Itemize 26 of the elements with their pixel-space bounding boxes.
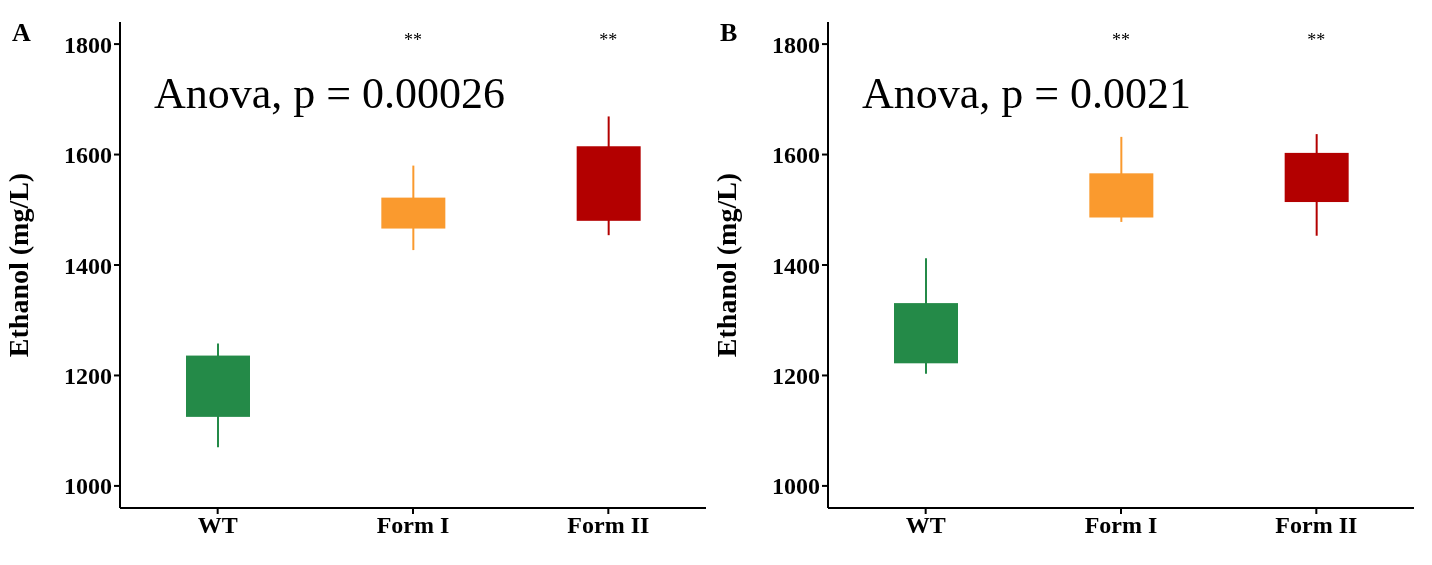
y-tick-label: 1000 (64, 473, 112, 500)
y-tick-label: 1600 (772, 142, 820, 169)
x-tick-label: Form I (376, 512, 450, 539)
y-tick-label: 1200 (64, 362, 112, 389)
y-axis-title: Ethanol (mg/L) (710, 172, 742, 358)
annotation: ** (1307, 30, 1326, 51)
y-tick-label: 1400 (772, 252, 820, 279)
y-tick-label: 1800 (64, 31, 112, 58)
y-tick-label: 1200 (772, 362, 820, 389)
annotation: ** (404, 30, 422, 51)
x-tick-label: Form I (1084, 512, 1158, 539)
chart-title: B (720, 18, 738, 48)
y-tick-label: 1600 (64, 142, 112, 169)
x-tick-label: WT (905, 512, 946, 539)
annotation: ** (1112, 30, 1130, 51)
annotation: ** (599, 30, 618, 51)
y-tick-label: 1400 (64, 252, 112, 279)
annotation: Anova, p = 0.0021 (862, 68, 1192, 119)
annotation: Anova, p = 0.00026 (154, 68, 506, 119)
y-tick-label: 1800 (772, 31, 820, 58)
x-tick-label: Form II (567, 512, 650, 539)
x-tick-label: Form II (1275, 512, 1358, 539)
y-tick-label: 1000 (772, 473, 820, 500)
y-axis-title: Ethanol (mg/L) (2, 172, 34, 358)
chart-title: A (12, 18, 31, 48)
x-tick-label: WT (197, 512, 238, 539)
